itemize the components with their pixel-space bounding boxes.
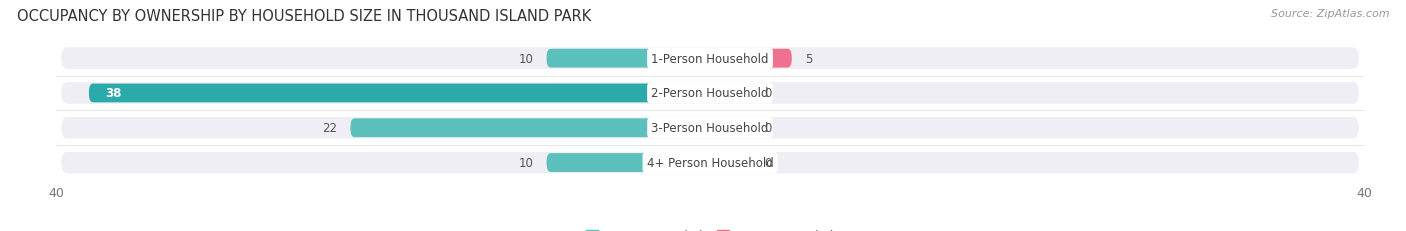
Text: OCCUPANCY BY OWNERSHIP BY HOUSEHOLD SIZE IN THOUSAND ISLAND PARK: OCCUPANCY BY OWNERSHIP BY HOUSEHOLD SIZE… (17, 9, 591, 24)
Text: 0: 0 (763, 156, 772, 169)
FancyBboxPatch shape (60, 118, 1360, 139)
FancyBboxPatch shape (710, 153, 751, 172)
Text: 22: 22 (322, 122, 337, 135)
Text: Source: ZipAtlas.com: Source: ZipAtlas.com (1271, 9, 1389, 19)
Legend: Owner-occupied, Renter-occupied: Owner-occupied, Renter-occupied (581, 224, 839, 231)
Text: 10: 10 (519, 52, 533, 65)
Text: 4+ Person Household: 4+ Person Household (647, 156, 773, 169)
FancyBboxPatch shape (710, 50, 792, 68)
Text: 0: 0 (763, 87, 772, 100)
Text: 3-Person Household: 3-Person Household (651, 122, 769, 135)
FancyBboxPatch shape (89, 84, 710, 103)
FancyBboxPatch shape (60, 152, 1360, 174)
Text: 38: 38 (105, 87, 122, 100)
FancyBboxPatch shape (710, 84, 751, 103)
FancyBboxPatch shape (60, 48, 1360, 70)
Text: 0: 0 (763, 122, 772, 135)
FancyBboxPatch shape (350, 119, 710, 138)
Text: 2-Person Household: 2-Person Household (651, 87, 769, 100)
FancyBboxPatch shape (60, 83, 1360, 104)
Text: 1-Person Household: 1-Person Household (651, 52, 769, 65)
FancyBboxPatch shape (547, 50, 710, 68)
FancyBboxPatch shape (710, 119, 751, 138)
Text: 5: 5 (804, 52, 813, 65)
Text: 10: 10 (519, 156, 533, 169)
FancyBboxPatch shape (547, 153, 710, 172)
